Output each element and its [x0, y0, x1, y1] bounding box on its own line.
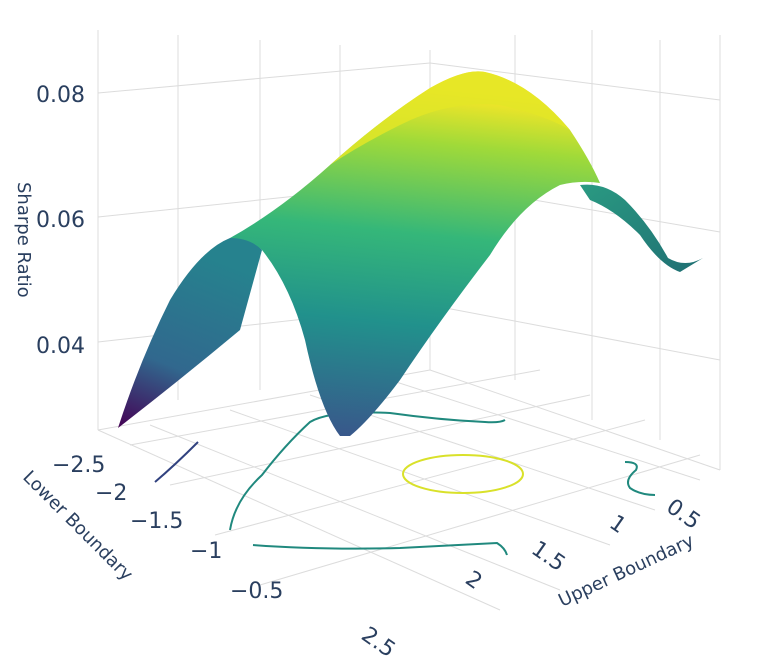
contour-right — [624, 461, 656, 496]
x-tick-label: 1 — [605, 510, 631, 539]
x-axis: 0.5 1 1.5 2 Upper Boundary — [461, 494, 705, 611]
y-axis: −2.5 −2 −1.5 −1 −0.5 2.5 Lower Boundary — [18, 453, 399, 663]
surface-left-lobe — [118, 237, 262, 428]
contour-peak — [402, 454, 524, 494]
y-tick-label: −1 — [190, 539, 222, 564]
z-tick-label: 0.06 — [36, 208, 85, 233]
x-tick-label: 0.5 — [662, 494, 705, 535]
z-tick-label: 0.04 — [36, 334, 85, 359]
sharpe-surface — [118, 71, 703, 436]
x-tick-label: 1.5 — [527, 536, 570, 577]
contour-mid-front — [252, 541, 508, 556]
surface-right-lobe — [580, 184, 703, 272]
z-tick-label: 0.08 — [36, 83, 85, 108]
y-tick-label: −1.5 — [130, 509, 183, 534]
z-axis: 0.08 0.06 0.04 Sharpe Ratio — [13, 83, 85, 359]
y-tick-label: −0.5 — [230, 579, 283, 604]
x-tick-label: 2 — [461, 566, 487, 595]
surface-main — [230, 71, 600, 436]
y-tick-label: −2 — [95, 481, 127, 506]
contour-low — [154, 441, 199, 483]
x-axis-title: Upper Boundary — [555, 530, 697, 611]
surface-ridge — [330, 71, 570, 165]
z-axis-title: Sharpe Ratio — [13, 182, 34, 298]
y-tick-label: −2.5 — [52, 453, 105, 478]
y-tick-label: 2.5 — [357, 622, 400, 663]
